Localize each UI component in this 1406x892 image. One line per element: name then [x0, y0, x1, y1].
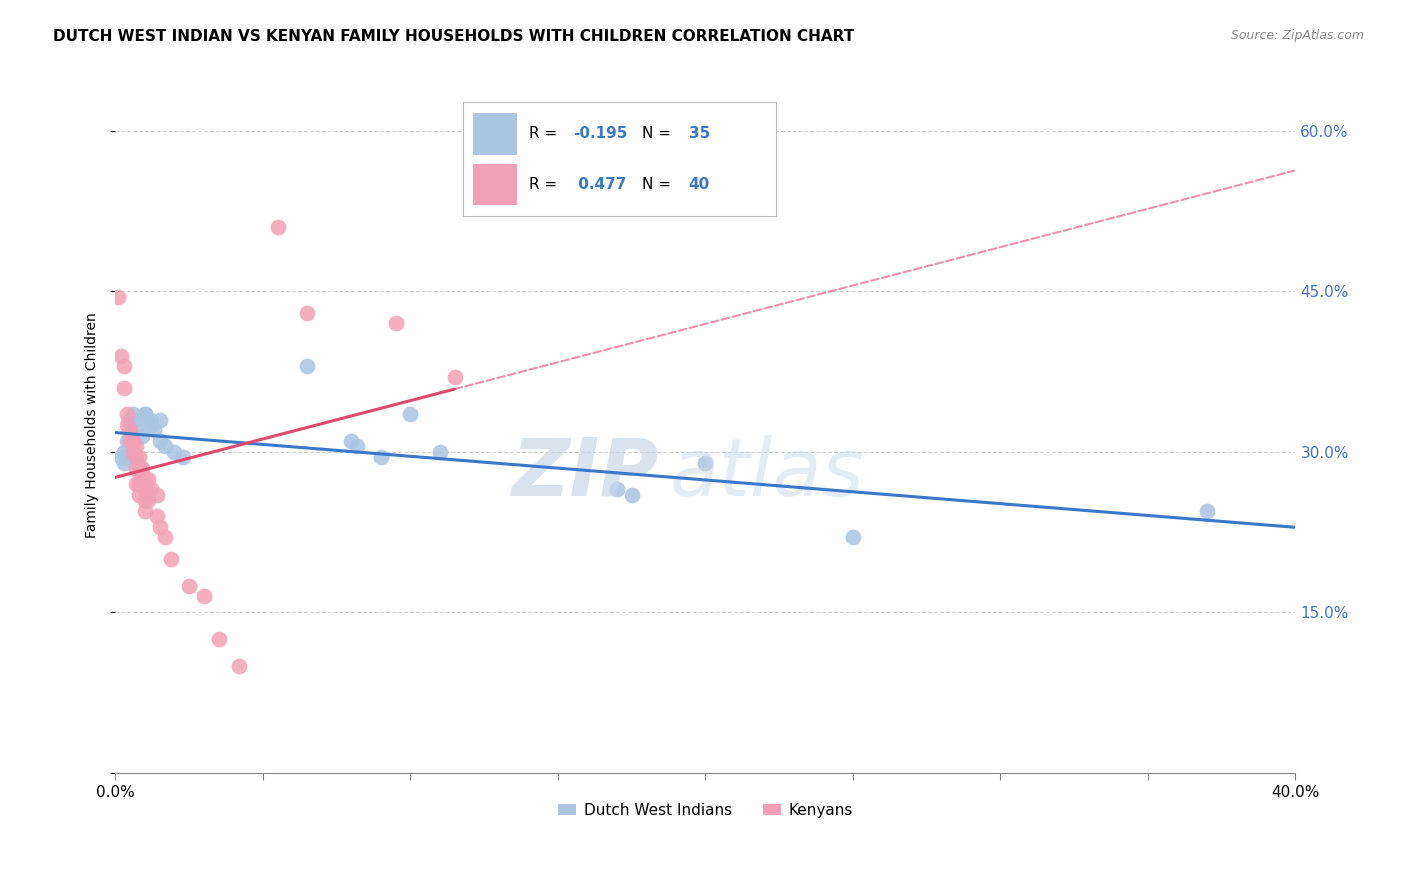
Point	[118, 429, 141, 443]
Point	[620, 488, 643, 502]
Point	[295, 306, 318, 320]
Point	[110, 450, 132, 465]
Point	[443, 370, 465, 384]
Point	[107, 290, 129, 304]
Point	[128, 418, 150, 433]
Point	[134, 472, 156, 486]
Point	[177, 578, 200, 592]
Point	[134, 483, 156, 497]
Point	[160, 551, 183, 566]
Text: ZIP: ZIP	[510, 434, 658, 513]
Text: atlas: atlas	[671, 434, 865, 513]
Point	[145, 508, 167, 523]
Point	[370, 450, 392, 465]
Point	[136, 472, 159, 486]
Point	[163, 445, 186, 459]
Point	[142, 424, 165, 438]
Point	[295, 359, 318, 374]
Point	[115, 450, 138, 465]
Point	[122, 408, 145, 422]
Point	[134, 493, 156, 508]
Point	[134, 408, 156, 422]
Point	[122, 445, 145, 459]
Point	[384, 317, 406, 331]
Point	[115, 408, 138, 422]
Point	[131, 477, 153, 491]
Point	[125, 477, 148, 491]
Point	[122, 445, 145, 459]
Point	[399, 408, 422, 422]
Point	[115, 418, 138, 433]
Point	[1195, 503, 1218, 517]
Point	[139, 413, 162, 427]
Point	[128, 488, 150, 502]
Point	[128, 477, 150, 491]
Point	[139, 418, 162, 433]
Point	[112, 456, 135, 470]
Point	[228, 658, 250, 673]
Point	[115, 434, 138, 449]
Point	[131, 429, 153, 443]
Point	[125, 440, 148, 454]
Y-axis label: Family Households with Children: Family Households with Children	[86, 312, 100, 538]
Point	[346, 440, 368, 454]
Point	[128, 461, 150, 475]
Point	[118, 424, 141, 438]
Point	[172, 450, 194, 465]
Point	[155, 440, 177, 454]
Point	[145, 488, 167, 502]
Text: DUTCH WEST INDIAN VS KENYAN FAMILY HOUSEHOLDS WITH CHILDREN CORRELATION CHART: DUTCH WEST INDIAN VS KENYAN FAMILY HOUSE…	[53, 29, 855, 44]
Point	[128, 450, 150, 465]
Point	[134, 408, 156, 422]
Point	[148, 519, 170, 533]
Point	[125, 461, 148, 475]
Point	[139, 483, 162, 497]
Point	[125, 456, 148, 470]
Point	[131, 461, 153, 475]
Legend: Dutch West Indians, Kenyans: Dutch West Indians, Kenyans	[551, 797, 859, 824]
Point	[695, 456, 717, 470]
Point	[112, 359, 135, 374]
Point	[112, 445, 135, 459]
Point	[128, 467, 150, 481]
Point	[266, 220, 288, 235]
Text: Source: ZipAtlas.com: Source: ZipAtlas.com	[1230, 29, 1364, 42]
Point	[125, 450, 148, 465]
Point	[340, 434, 363, 449]
Point	[118, 413, 141, 427]
Point	[842, 530, 865, 544]
Point	[148, 434, 170, 449]
Point	[155, 530, 177, 544]
Point	[429, 445, 451, 459]
Point	[112, 381, 135, 395]
Point	[148, 413, 170, 427]
Point	[134, 503, 156, 517]
Point	[110, 349, 132, 363]
Point	[193, 589, 215, 603]
Point	[125, 413, 148, 427]
Point	[118, 434, 141, 449]
Point	[606, 483, 628, 497]
Point	[136, 493, 159, 508]
Point	[122, 434, 145, 449]
Point	[207, 632, 229, 646]
